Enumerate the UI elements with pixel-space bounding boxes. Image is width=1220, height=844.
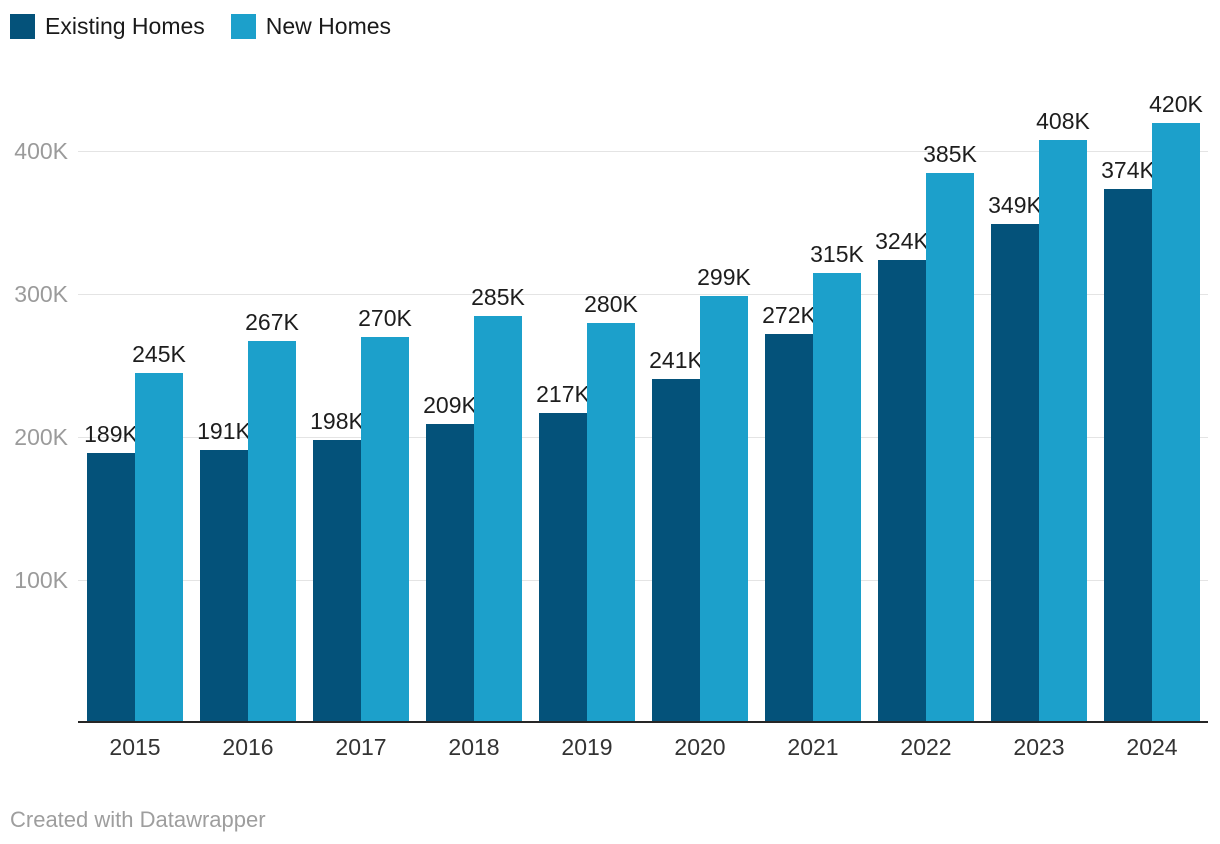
- value-label-new-homes-2016: 267K: [245, 309, 299, 335]
- gridline-400K: [78, 150, 1208, 152]
- value-label-existing-homes-2019: 217K: [536, 381, 590, 407]
- x-tick-label-2015: 2015: [109, 734, 161, 760]
- value-label-existing-homes-2016: 191K: [197, 418, 251, 444]
- value-label-existing-homes-2023: 349K: [988, 192, 1042, 218]
- value-label-new-homes-2020: 299K: [697, 264, 751, 290]
- value-label-existing-homes-2017: 198K: [310, 408, 364, 434]
- bar-existing-homes-2021: [765, 334, 813, 723]
- legend-label-existing-homes: Existing Homes: [45, 13, 205, 39]
- bar-new-homes-2023: [1039, 140, 1087, 723]
- legend: Existing Homes New Homes: [10, 14, 417, 39]
- value-label-existing-homes-2022: 324K: [875, 228, 929, 254]
- bar-existing-homes-2020: [652, 379, 700, 723]
- gridline-300K: [78, 293, 1208, 295]
- bar-new-homes-2024: [1152, 123, 1200, 723]
- gridline-200K: [78, 436, 1208, 438]
- y-tick-label-200K: 200K: [14, 424, 68, 451]
- attribution-text: Created with Datawrapper: [10, 807, 266, 832]
- value-label-existing-homes-2020: 241K: [649, 347, 703, 373]
- bar-new-homes-2018: [474, 316, 522, 723]
- bar-existing-homes-2023: [991, 224, 1039, 723]
- value-label-new-homes-2024: 420K: [1149, 91, 1203, 117]
- value-label-new-homes-2023: 408K: [1036, 108, 1090, 134]
- y-tick-label-100K: 100K: [14, 567, 68, 594]
- value-label-new-homes-2017: 270K: [358, 305, 412, 331]
- bar-new-homes-2015: [135, 373, 183, 723]
- value-label-new-homes-2015: 245K: [132, 341, 186, 367]
- x-tick-label-2023: 2023: [1013, 734, 1065, 760]
- bar-existing-homes-2022: [878, 260, 926, 723]
- legend-swatch-existing-homes: [10, 14, 35, 39]
- bar-existing-homes-2019: [539, 413, 587, 723]
- x-tick-label-2021: 2021: [787, 734, 839, 760]
- x-tick-label-2019: 2019: [561, 734, 613, 760]
- bar-existing-homes-2015: [87, 453, 135, 723]
- x-tick-label-2020: 2020: [674, 734, 726, 760]
- value-label-existing-homes-2024: 374K: [1101, 157, 1155, 183]
- legend-item-new-homes: New Homes: [230, 13, 392, 39]
- bar-new-homes-2019: [587, 323, 635, 723]
- value-label-new-homes-2018: 285K: [471, 284, 525, 310]
- value-label-new-homes-2019: 280K: [584, 291, 638, 317]
- bar-existing-homes-2017: [313, 440, 361, 723]
- bar-new-homes-2017: [361, 337, 409, 723]
- bar-new-homes-2021: [813, 273, 861, 723]
- legend-label-new-homes: New Homes: [265, 13, 392, 39]
- bar-existing-homes-2016: [200, 450, 248, 723]
- x-axis-baseline: [78, 721, 1208, 723]
- y-tick-label-400K: 400K: [14, 138, 68, 165]
- gridline-100K: [78, 579, 1208, 581]
- value-label-existing-homes-2015: 189K: [84, 421, 138, 447]
- x-tick-label-2024: 2024: [1126, 734, 1178, 760]
- x-tick-label-2022: 2022: [900, 734, 952, 760]
- value-label-existing-homes-2021: 272K: [762, 302, 816, 328]
- bar-new-homes-2022: [926, 173, 974, 723]
- value-label-existing-homes-2018: 209K: [423, 392, 477, 418]
- x-tick-label-2016: 2016: [222, 734, 274, 760]
- plot-area: 189K 245K 191K 267K 198K 270K 209K 285K 217K 280K…: [78, 91, 1208, 723]
- bar-existing-homes-2024: [1104, 189, 1152, 723]
- value-label-new-homes-2021: 315K: [810, 241, 864, 267]
- y-tick-label-300K: 300K: [14, 281, 68, 308]
- x-tick-label-2018: 2018: [448, 734, 500, 760]
- legend-item-existing-homes: Existing Homes: [10, 14, 205, 39]
- legend-swatch-new-homes: [230, 14, 256, 39]
- bar-new-homes-2016: [248, 341, 296, 723]
- bar-existing-homes-2018: [426, 424, 474, 723]
- bar-new-homes-2020: [700, 296, 748, 723]
- x-tick-label-2017: 2017: [335, 734, 387, 760]
- value-label-new-homes-2022: 385K: [923, 141, 977, 167]
